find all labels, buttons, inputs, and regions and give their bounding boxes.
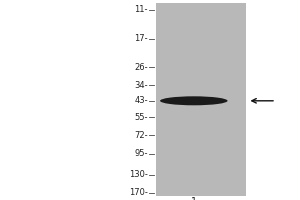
Text: 43-: 43- [134,96,148,105]
Text: 72-: 72- [134,131,148,140]
Text: 55-: 55- [134,113,148,122]
Ellipse shape [160,96,228,105]
Text: 170-: 170- [129,188,148,197]
Bar [156,3,246,196]
Text: 34-: 34- [134,81,148,90]
Text: 17-: 17- [134,34,148,43]
Text: 1: 1 [191,197,197,200]
Text: 11-: 11- [134,5,148,14]
Text: 95-: 95- [134,149,148,158]
Text: 26-: 26- [134,63,148,72]
Text: 130-: 130- [129,170,148,179]
